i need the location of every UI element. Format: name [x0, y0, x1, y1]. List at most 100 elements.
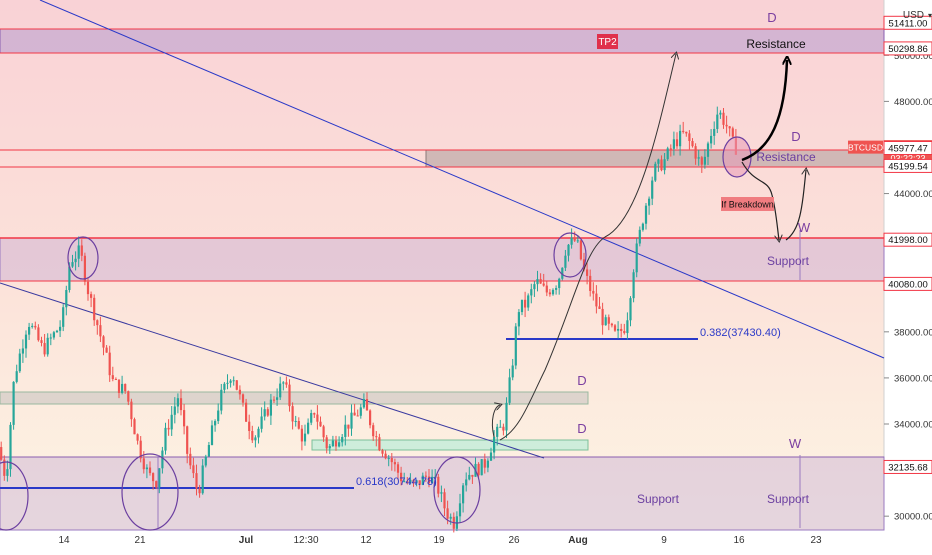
- candle-body: [446, 508, 449, 519]
- candle-body: [601, 308, 604, 326]
- candle-body: [6, 469, 9, 476]
- countdown-label: 03:22:23: [890, 154, 925, 164]
- candle-body: [424, 475, 427, 477]
- candle-body: [660, 159, 663, 171]
- candle-body: [217, 410, 220, 422]
- candle-body: [443, 492, 446, 509]
- projection-bullish: [741, 60, 787, 162]
- candle-body: [359, 407, 362, 416]
- candle-body: [117, 379, 121, 393]
- candle-body: [613, 325, 617, 331]
- candle-body: [173, 406, 176, 415]
- candle-body: [148, 467, 152, 474]
- candle-body: [307, 422, 310, 434]
- candle-body: [105, 347, 108, 353]
- candle-body: [254, 437, 257, 441]
- price-tick-label: 34000.00: [894, 420, 932, 431]
- candle-body: [551, 289, 555, 295]
- candle-body: [387, 457, 390, 459]
- candle-body: [186, 426, 189, 454]
- currency-label[interactable]: USD: [903, 10, 924, 21]
- candle-body: [71, 262, 74, 267]
- circle-june-high: [67, 236, 99, 280]
- candle-body: [536, 278, 539, 285]
- chevron-down-icon[interactable]: ▾: [928, 11, 932, 20]
- candle-body: [530, 289, 533, 296]
- candle-body: [282, 382, 285, 384]
- candle-body: [672, 139, 675, 149]
- candle-body: [409, 479, 412, 483]
- price-label-box: [883, 158, 932, 173]
- candle-body: [62, 307, 65, 327]
- price-tick-label: 38000.00: [894, 327, 932, 338]
- projection-small: [491, 405, 500, 438]
- candle-body: [130, 401, 133, 420]
- candle-body: [675, 139, 679, 147]
- candle-body: [310, 413, 313, 423]
- candle-body: [706, 143, 710, 157]
- candle-body: [362, 399, 365, 408]
- candle-body: [573, 237, 576, 241]
- candle-body: [527, 295, 530, 308]
- candle-body: [607, 317, 610, 324]
- circle-aug-high: [553, 232, 587, 278]
- candle-body: [204, 456, 207, 466]
- candle-body: [496, 426, 499, 437]
- candle-body: [46, 337, 49, 355]
- candle-body: [483, 459, 486, 468]
- candle-body: [334, 440, 338, 447]
- candle-body: [403, 481, 406, 483]
- candle-body: [297, 421, 300, 429]
- candle-body: [331, 440, 334, 447]
- time-tick-label: Jul: [239, 535, 254, 546]
- candle-body: [341, 436, 344, 443]
- price-tick-label: 36000.00: [894, 373, 932, 384]
- candle-body: [384, 453, 387, 459]
- d-label-grey-zone: D: [577, 373, 586, 388]
- candle-body: [195, 473, 198, 489]
- w-label-upper: W: [798, 220, 811, 235]
- candle-body: [499, 426, 502, 428]
- candle-body: [285, 382, 288, 385]
- candle-body: [124, 383, 127, 392]
- candle-body: [245, 402, 248, 422]
- candle-body: [449, 516, 452, 519]
- candle-body: [90, 294, 93, 298]
- candle-body: [83, 255, 86, 282]
- candle-body: [542, 283, 545, 286]
- candle-body: [59, 326, 62, 331]
- candle-body: [505, 402, 508, 431]
- w-label-lower: W: [789, 436, 802, 451]
- candle-body: [303, 433, 307, 442]
- candle-body: [99, 325, 102, 337]
- candle-body: [338, 442, 341, 447]
- candle-body: [390, 457, 393, 463]
- zones: [0, 28, 885, 531]
- time-tick-label: 12:30: [293, 535, 318, 546]
- candle-body: [288, 384, 291, 407]
- candle-body: [96, 320, 99, 326]
- candle-body: [635, 243, 638, 273]
- candle-body: [514, 326, 517, 366]
- candle-body: [586, 269, 589, 276]
- candle-body: [155, 481, 158, 488]
- candle-body: [344, 424, 347, 437]
- candle-body: [43, 342, 46, 355]
- fib-0382-label: 0.382(37430.40): [700, 327, 781, 339]
- candle-body: [694, 146, 697, 159]
- downtrend-line-lower: [0, 282, 545, 459]
- candle-body: [685, 131, 688, 134]
- candle-body: [201, 465, 204, 494]
- candle-body: [641, 223, 644, 230]
- candle-body: [558, 278, 561, 289]
- candle-body: [589, 275, 592, 291]
- candle-body: [539, 278, 542, 284]
- candle-body: [121, 383, 124, 393]
- breakdown-badge: [721, 197, 774, 211]
- candle-body: [722, 112, 725, 125]
- candle-body: [524, 299, 527, 308]
- candle-body: [238, 389, 241, 395]
- time-tick-label: 26: [508, 535, 520, 546]
- candle-body: [207, 445, 210, 457]
